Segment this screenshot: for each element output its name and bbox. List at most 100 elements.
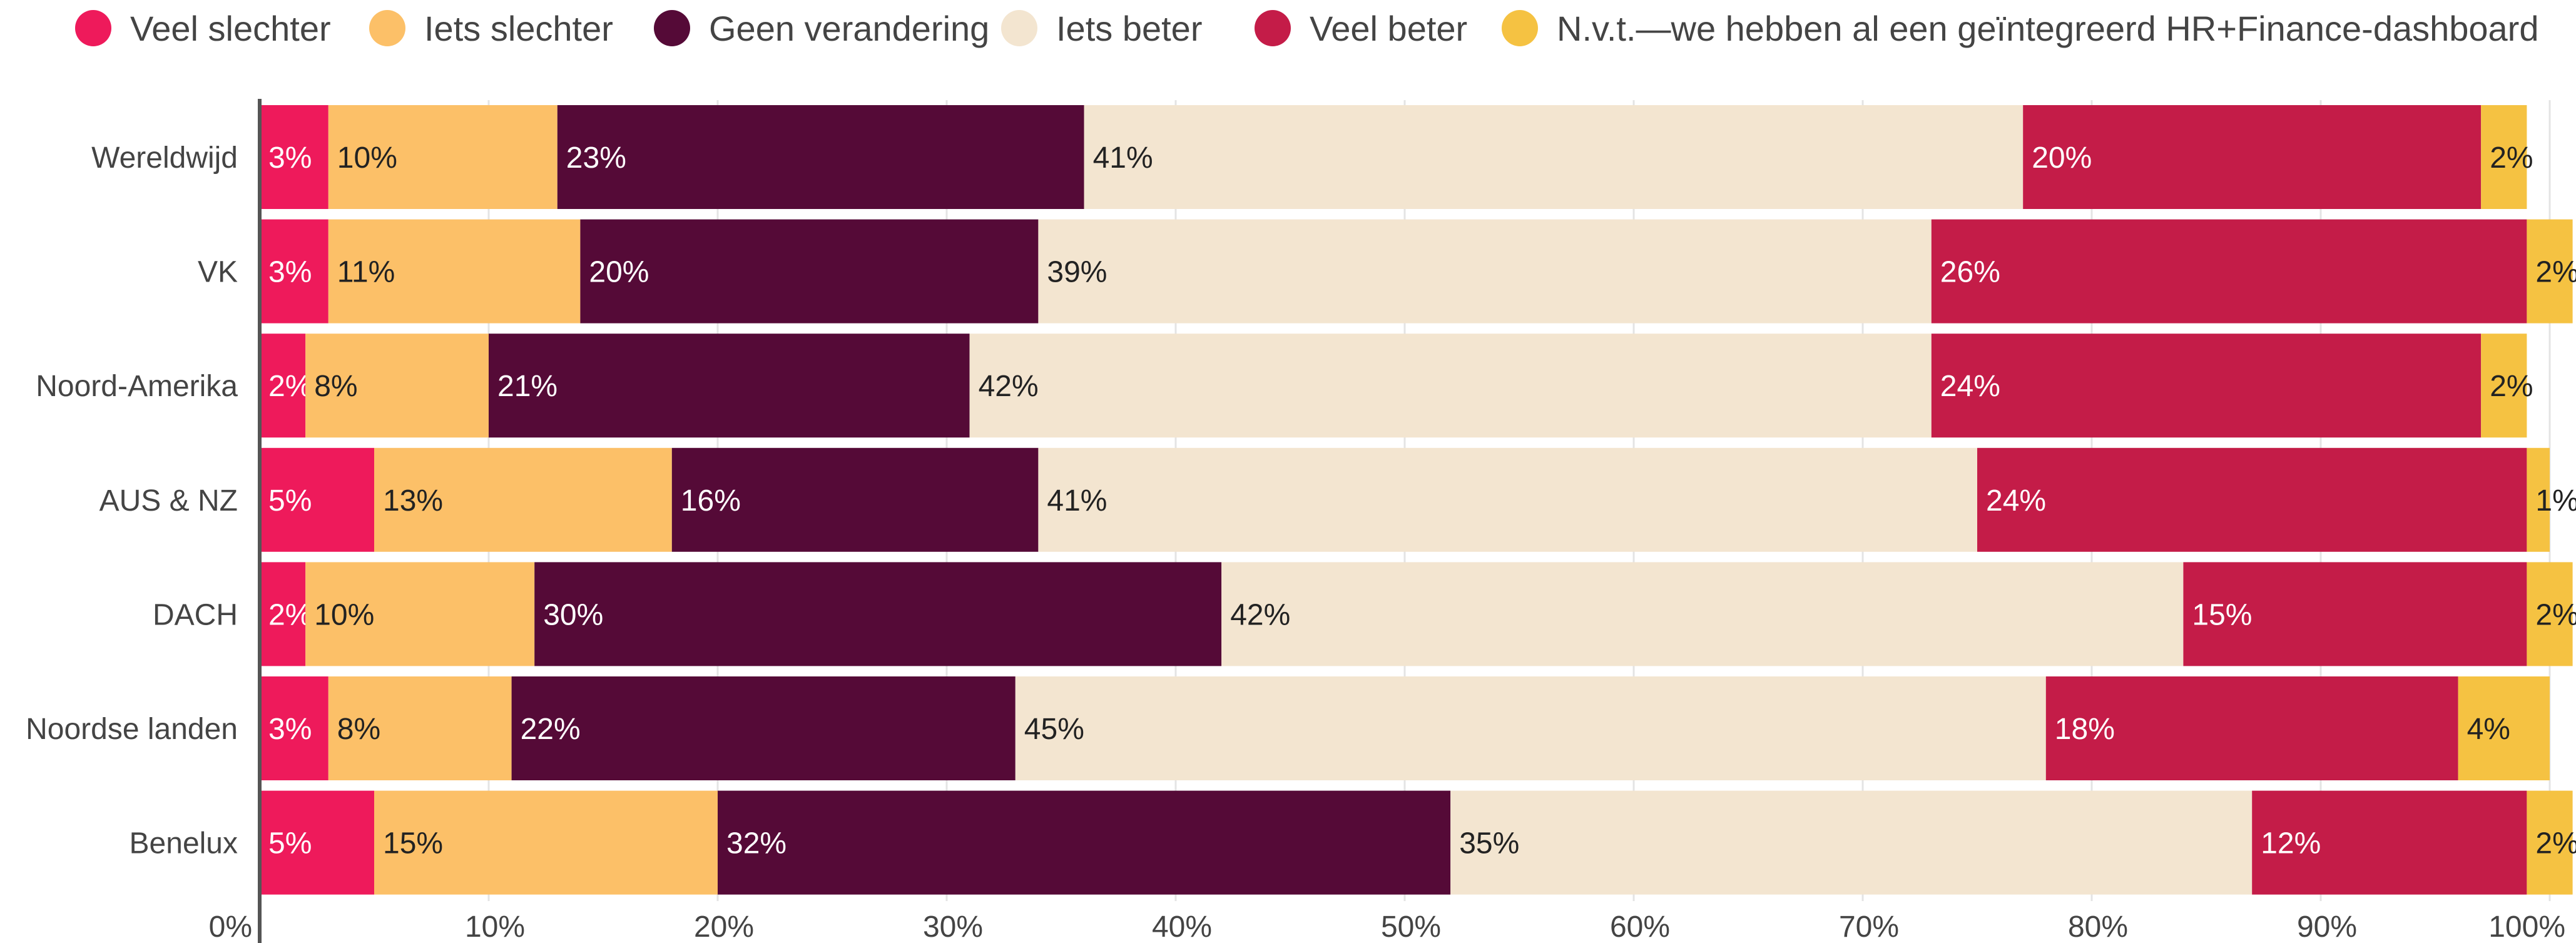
bar-segment <box>260 219 328 324</box>
x-tick-label: 40% <box>1152 910 1212 943</box>
bar-segment <box>374 790 718 895</box>
legend-swatch <box>1255 10 1291 46</box>
data-label: 39% <box>1047 256 1107 289</box>
category-label: AUS & NZ <box>99 484 238 517</box>
data-label: 45% <box>1024 713 1084 746</box>
data-label: 30% <box>543 598 603 631</box>
bar-segment <box>374 447 672 552</box>
bar-segment <box>305 562 535 666</box>
legend-label: Geen verandering <box>709 8 990 48</box>
data-label: 18% <box>2055 713 2115 746</box>
bar-segment <box>260 676 328 780</box>
legend-label: Iets beter <box>1056 8 1203 48</box>
category-label: DACH <box>153 598 238 631</box>
data-label: 15% <box>2192 598 2252 631</box>
legend-item: Iets slechter <box>369 0 613 56</box>
x-tick-label: 0% <box>209 910 252 943</box>
data-label: 24% <box>1940 370 2000 403</box>
data-label: 1% <box>2535 484 2576 517</box>
legend-item: Veel slechter <box>75 0 331 56</box>
data-label: 10% <box>337 141 397 175</box>
data-label: 11% <box>337 256 395 289</box>
data-label: 20% <box>2032 141 2092 175</box>
x-tick-label: 20% <box>694 910 754 943</box>
data-label: 3% <box>268 141 312 175</box>
data-label: 5% <box>268 827 312 860</box>
bar-segment <box>260 790 374 895</box>
category-label: Benelux <box>130 827 238 860</box>
bar-segment <box>305 334 489 438</box>
data-label: 13% <box>383 484 443 517</box>
legend-item: Geen verandering <box>654 0 989 56</box>
legend-label: Iets slechter <box>424 8 613 48</box>
bar-segment <box>1038 219 1932 324</box>
bar-segment <box>2481 105 2527 209</box>
data-label: 2% <box>2535 827 2576 860</box>
bar-segment <box>1450 790 2253 895</box>
legend-swatch <box>369 10 405 46</box>
x-tick-label: 10% <box>465 910 525 943</box>
data-label: 2% <box>268 370 312 403</box>
x-tick-label: 90% <box>2297 910 2357 943</box>
data-label: 23% <box>566 141 626 175</box>
x-tick-label: 100% <box>2488 910 2565 943</box>
bar-segment <box>1931 334 2482 438</box>
data-label: 3% <box>268 713 312 746</box>
legend-item: Iets beter <box>1001 0 1202 56</box>
legend-label: Veel beter <box>1310 8 1468 48</box>
bar-segment <box>1221 562 2184 666</box>
bar-segment <box>260 447 374 552</box>
category-label: VK <box>198 256 238 289</box>
legend: Veel slechter Iets slechter Geen veranderi… <box>0 0 2576 56</box>
bar-segment <box>260 334 306 438</box>
data-label: 42% <box>1230 598 1290 631</box>
legend-label: Veel slechter <box>130 8 331 48</box>
bar-segment <box>2527 219 2573 324</box>
category-label: Noordse landen <box>26 713 238 746</box>
bar-segment <box>511 676 1016 780</box>
bar-segment <box>2527 562 2573 666</box>
bar-segment <box>1038 447 1977 552</box>
legend-item: N.v.t.—we hebben al een geïntegreerd HR+… <box>1502 0 2538 56</box>
bar-segment <box>2527 790 2573 895</box>
data-label: 32% <box>726 827 787 860</box>
legend-item: Veel beter <box>1255 0 1467 56</box>
data-label: 2% <box>2535 598 2576 631</box>
bar-segment <box>718 790 1451 895</box>
legend-swatch <box>654 10 690 46</box>
data-label: 8% <box>337 713 380 746</box>
bar-segment <box>1977 447 2527 552</box>
data-label: 3% <box>268 256 312 289</box>
data-label: 15% <box>383 827 443 860</box>
x-tick-label: 30% <box>923 910 983 943</box>
bar-segment <box>557 105 1084 209</box>
data-label: 2% <box>2490 141 2533 175</box>
bar-segment <box>2183 562 2527 666</box>
bar-segment <box>1015 676 2046 780</box>
bar-segment <box>534 562 1222 666</box>
data-label: 2% <box>2535 256 2576 289</box>
bar-segment <box>969 334 1932 438</box>
legend-swatch <box>75 10 111 46</box>
data-label: 16% <box>681 484 741 517</box>
data-label: 35% <box>1459 827 1519 860</box>
x-tick-label: 70% <box>1839 910 1899 943</box>
bar-segment <box>580 219 1039 324</box>
bar-segment <box>260 562 306 666</box>
data-label: 2% <box>268 598 312 631</box>
category-label: Wereldwijd <box>91 141 238 175</box>
bar-segment <box>2481 334 2527 438</box>
bar-segment <box>260 105 328 209</box>
legend-label: N.v.t.—we hebben al een geïntegreerd HR+… <box>1557 8 2539 48</box>
bar-segment <box>328 105 557 209</box>
x-tick-label: 50% <box>1381 910 1441 943</box>
data-label: 12% <box>2261 827 2321 860</box>
bar-segment <box>2527 447 2550 552</box>
bar-segment <box>328 219 581 324</box>
data-label: 10% <box>314 598 374 631</box>
data-label: 22% <box>521 713 581 746</box>
data-label: 20% <box>589 256 649 289</box>
data-label: 24% <box>1986 484 2046 517</box>
